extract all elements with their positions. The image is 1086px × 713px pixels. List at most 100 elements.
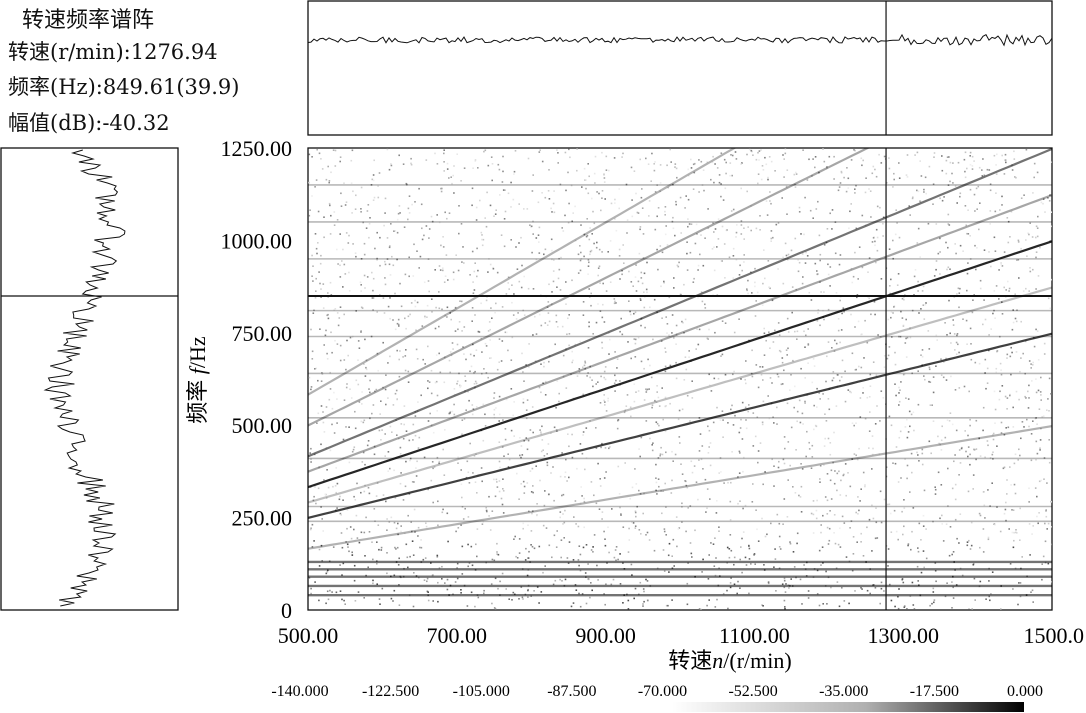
noise-speckle bbox=[395, 389, 398, 392]
noise-speckle bbox=[645, 288, 648, 291]
noise-speckle bbox=[372, 289, 374, 292]
noise-speckle bbox=[853, 424, 855, 427]
noise-speckle bbox=[829, 510, 831, 512]
noise-speckle bbox=[792, 551, 795, 553]
noise-speckle bbox=[833, 532, 835, 534]
noise-speckle bbox=[847, 389, 850, 391]
noise-speckle bbox=[752, 483, 754, 485]
noise-speckle bbox=[718, 472, 720, 474]
noise-speckle bbox=[898, 404, 900, 406]
noise-speckle bbox=[529, 470, 532, 472]
noise-speckle bbox=[352, 448, 355, 451]
noise-speckle bbox=[607, 400, 609, 402]
noise-speckle bbox=[655, 421, 658, 423]
noise-speckle bbox=[327, 486, 330, 489]
noise-speckle bbox=[714, 537, 716, 539]
noise-speckle bbox=[1013, 531, 1015, 534]
noise-speckle bbox=[418, 436, 421, 439]
noise-speckle bbox=[593, 534, 596, 536]
noise-speckle bbox=[491, 179, 493, 182]
noise-speckle bbox=[787, 331, 790, 333]
noise-speckle bbox=[589, 596, 591, 599]
noise-speckle bbox=[441, 578, 443, 580]
noise-speckle bbox=[988, 334, 990, 336]
noise-speckle bbox=[868, 518, 871, 521]
noise-speckle bbox=[892, 239, 894, 242]
noise-speckle bbox=[548, 198, 551, 200]
noise-speckle bbox=[448, 359, 451, 362]
noise-speckle bbox=[364, 375, 367, 377]
noise-speckle bbox=[984, 358, 987, 361]
noise-speckle bbox=[310, 447, 312, 450]
noise-speckle bbox=[826, 526, 829, 529]
noise-speckle bbox=[1004, 159, 1007, 162]
noise-speckle bbox=[635, 192, 637, 195]
noise-speckle bbox=[688, 350, 690, 352]
noise-speckle bbox=[780, 383, 783, 386]
noise-speckle bbox=[661, 317, 663, 319]
noise-speckle bbox=[462, 518, 465, 520]
noise-speckle bbox=[328, 202, 331, 205]
noise-speckle bbox=[588, 175, 590, 178]
noise-speckle bbox=[604, 538, 606, 540]
noise-speckle bbox=[721, 353, 724, 356]
noise-speckle bbox=[710, 542, 712, 544]
noise-speckle bbox=[578, 368, 581, 370]
noise-speckle bbox=[727, 607, 729, 610]
noise-speckle bbox=[693, 277, 695, 280]
noise-speckle bbox=[969, 188, 972, 191]
noise-speckle bbox=[440, 244, 442, 247]
noise-speckle bbox=[745, 419, 747, 421]
noise-speckle bbox=[414, 299, 416, 302]
noise-speckle bbox=[924, 378, 926, 381]
noise-speckle bbox=[983, 249, 986, 251]
noise-speckle bbox=[932, 587, 935, 590]
noise-speckle bbox=[502, 488, 504, 490]
noise-speckle bbox=[969, 548, 972, 550]
noise-speckle bbox=[345, 426, 347, 428]
noise-speckle bbox=[531, 251, 533, 254]
noise-speckle bbox=[360, 306, 363, 309]
noise-speckle bbox=[553, 211, 556, 214]
noise-speckle bbox=[590, 481, 593, 483]
noise-speckle bbox=[990, 328, 992, 330]
noise-speckle bbox=[757, 461, 759, 464]
noise-speckle bbox=[1020, 320, 1022, 323]
noise-speckle bbox=[769, 287, 771, 290]
noise-speckle bbox=[704, 478, 707, 481]
noise-speckle bbox=[921, 452, 924, 455]
noise-speckle bbox=[651, 404, 654, 406]
noise-speckle bbox=[811, 444, 814, 447]
noise-speckle bbox=[701, 445, 704, 447]
noise-speckle bbox=[870, 216, 872, 218]
noise-speckle bbox=[778, 546, 781, 548]
noise-speckle bbox=[944, 436, 947, 439]
noise-speckle bbox=[778, 460, 780, 463]
noise-speckle bbox=[939, 443, 942, 446]
noise-speckle bbox=[471, 413, 474, 416]
noise-speckle bbox=[474, 380, 477, 383]
noise-speckle bbox=[615, 229, 618, 232]
noise-speckle bbox=[932, 203, 934, 205]
noise-speckle bbox=[485, 372, 488, 374]
noise-speckle bbox=[630, 357, 632, 360]
noise-speckle bbox=[949, 526, 952, 528]
noise-speckle bbox=[783, 436, 786, 438]
noise-speckle bbox=[413, 243, 415, 246]
noise-speckle bbox=[987, 538, 990, 541]
noise-speckle bbox=[627, 341, 629, 343]
noise-speckle bbox=[1003, 286, 1005, 289]
noise-speckle bbox=[808, 441, 810, 444]
noise-speckle bbox=[841, 587, 843, 589]
noise-speckle bbox=[538, 602, 540, 604]
noise-speckle bbox=[795, 173, 798, 175]
noise-speckle bbox=[862, 471, 865, 474]
noise-speckle bbox=[716, 406, 718, 409]
noise-speckle bbox=[737, 476, 739, 478]
noise-speckle bbox=[317, 210, 320, 213]
noise-speckle bbox=[801, 412, 804, 415]
noise-speckle bbox=[959, 244, 962, 247]
noise-speckle bbox=[615, 302, 617, 304]
noise-speckle bbox=[723, 482, 725, 484]
